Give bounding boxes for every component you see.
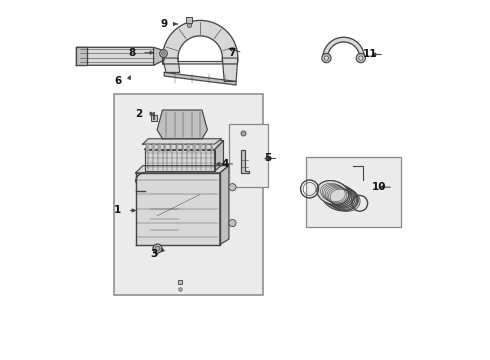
Polygon shape [136, 173, 220, 244]
Polygon shape [205, 144, 206, 151]
Polygon shape [176, 144, 177, 151]
Polygon shape [145, 140, 223, 149]
Ellipse shape [317, 181, 349, 204]
Polygon shape [157, 110, 207, 139]
Ellipse shape [322, 185, 358, 211]
Circle shape [359, 56, 363, 60]
Polygon shape [76, 47, 87, 65]
Polygon shape [215, 140, 223, 171]
Polygon shape [147, 144, 148, 151]
Text: 6: 6 [114, 76, 122, 86]
Text: 2: 2 [136, 109, 143, 119]
Circle shape [356, 53, 366, 63]
Polygon shape [152, 144, 154, 151]
Polygon shape [143, 139, 221, 144]
FancyBboxPatch shape [229, 125, 269, 187]
Text: 11: 11 [363, 49, 378, 59]
Polygon shape [153, 47, 164, 65]
Polygon shape [163, 21, 238, 64]
Circle shape [324, 56, 329, 60]
Polygon shape [199, 144, 200, 151]
Polygon shape [76, 47, 164, 65]
Text: 7: 7 [229, 48, 236, 58]
Polygon shape [164, 144, 166, 151]
Polygon shape [170, 144, 172, 151]
Text: 9: 9 [161, 19, 168, 29]
FancyBboxPatch shape [114, 94, 263, 295]
Text: 5: 5 [265, 153, 272, 163]
Polygon shape [188, 144, 189, 151]
Text: 4: 4 [221, 159, 229, 169]
Text: 8: 8 [128, 48, 136, 58]
FancyBboxPatch shape [306, 157, 401, 226]
Polygon shape [136, 166, 229, 173]
Polygon shape [241, 149, 248, 173]
Polygon shape [158, 144, 160, 151]
Polygon shape [164, 72, 236, 85]
Circle shape [322, 53, 331, 63]
Text: 3: 3 [150, 248, 157, 258]
Polygon shape [182, 144, 183, 151]
Polygon shape [211, 144, 212, 151]
Circle shape [229, 220, 236, 226]
Text: 10: 10 [372, 182, 387, 192]
Polygon shape [163, 58, 180, 72]
Polygon shape [145, 149, 215, 171]
Polygon shape [323, 37, 365, 58]
Polygon shape [220, 166, 229, 244]
Polygon shape [222, 58, 238, 81]
Circle shape [229, 184, 236, 191]
Polygon shape [194, 144, 195, 151]
Text: 1: 1 [114, 206, 122, 216]
